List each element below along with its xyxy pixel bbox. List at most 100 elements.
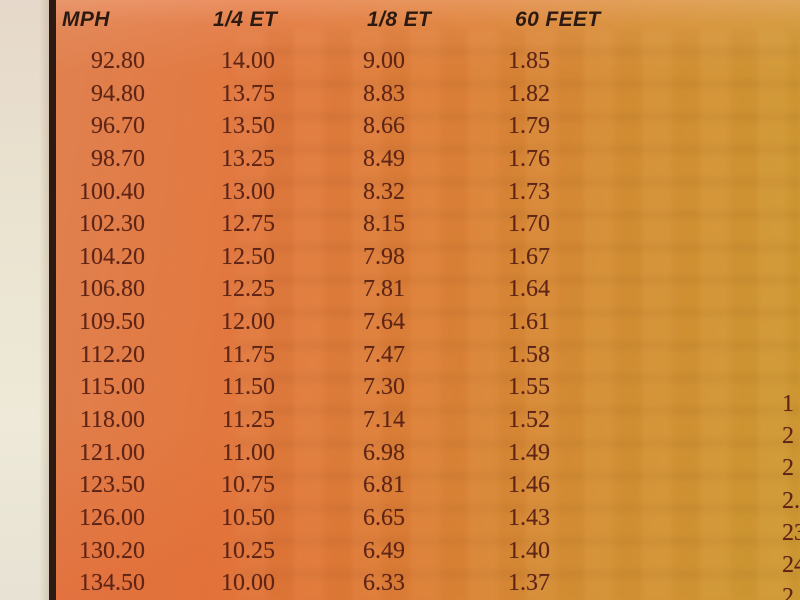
table-cell-mph: 94.80 <box>91 80 145 107</box>
table-cell-sixty-feet: 1.64 <box>508 276 550 303</box>
table-body: 92.80 14.00 9.00 1.85 94.80 13.75 8.83 1.82 96.7… <box>56 45 800 600</box>
table-cell-mph: 109.50 <box>79 309 145 336</box>
table-cell-sixty-feet: 1.37 <box>508 570 550 597</box>
column-header-sixty-feet: 60 FEET <box>515 8 601 31</box>
table-cell-sixty-feet: 1.79 <box>508 113 550 140</box>
table-cell-quarter-et: 13.75 <box>221 80 275 107</box>
table-cell-sixty-feet: 1.55 <box>508 374 550 401</box>
edge-fragment: 2. <box>782 488 800 514</box>
edge-fragment: 23 <box>782 520 800 546</box>
table-cell-eighth-et: 6.81 <box>363 472 405 499</box>
table-row: 134.50 10.00 6.33 1.37 <box>56 567 800 600</box>
page-bleedthrough-texture <box>236 30 800 600</box>
table-cell-sixty-feet: 1.52 <box>508 407 550 434</box>
panel-border-rule <box>49 0 56 600</box>
table-row: 130.20 10.25 6.49 1.40 <box>56 535 800 568</box>
table-cell-mph: 123.50 <box>79 472 145 499</box>
table-cell-sixty-feet: 1.85 <box>508 48 550 74</box>
edge-fragment: 2 <box>782 423 794 449</box>
table-row: 112.20 11.75 7.47 1.58 <box>56 339 800 372</box>
table-cell-mph: 112.20 <box>79 341 145 368</box>
table-row: 115.00 11.50 7.30 1.55 <box>56 371 800 404</box>
table-row: 106.80 12.25 7.81 1.64 <box>56 273 800 306</box>
column-header-eighth-et: 1/8 ET <box>367 8 432 31</box>
edge-fragment: 24 <box>782 552 800 578</box>
table-cell-mph: 121.00 <box>79 439 145 466</box>
table-cell-eighth-et: 6.33 <box>363 570 405 597</box>
table-cell-mph: 134.50 <box>79 570 145 597</box>
table-cell-mph: 126.00 <box>79 504 145 531</box>
table-cell-sixty-feet: 1.73 <box>508 178 550 205</box>
edge-fragment: 1 <box>782 391 794 417</box>
table-cell-eighth-et: 9.00 <box>363 48 405 74</box>
table-cell-mph: 115.00 <box>79 374 145 401</box>
table-cell-eighth-et: 8.15 <box>363 211 405 238</box>
table-cell-mph: 104.20 <box>79 243 145 270</box>
table-cell-sixty-feet: 1.46 <box>508 472 550 499</box>
table-cell-quarter-et: 12.00 <box>221 309 275 336</box>
table-row: 92.80 14.00 9.00 1.85 <box>56 45 800 78</box>
table-cell-quarter-et: 11.25 <box>221 407 275 434</box>
table-cell-quarter-et: 11.50 <box>221 374 275 401</box>
table-cell-sixty-feet: 1.76 <box>508 145 550 172</box>
table-cell-quarter-et: 12.50 <box>221 243 275 270</box>
table-cell-eighth-et: 8.32 <box>363 178 405 205</box>
column-header-mph: MPH <box>62 8 110 31</box>
table-cell-eighth-et: 6.65 <box>363 504 405 531</box>
table-cell-eighth-et: 7.81 <box>363 276 405 303</box>
table-cell-eighth-et: 6.98 <box>363 439 405 466</box>
table-cell-quarter-et: 10.50 <box>221 504 275 531</box>
table-cell-mph: 106.80 <box>79 276 145 303</box>
table-cell-eighth-et: 7.64 <box>363 309 405 336</box>
table-cell-quarter-et: 10.00 <box>221 570 275 597</box>
table-row: 104.20 12.50 7.98 1.67 <box>56 241 800 274</box>
page-left-margin <box>0 0 49 600</box>
conversion-table-panel: MPH 1/4 ET 1/8 ET 60 FEET 92.80 14.00 9.00… <box>56 0 800 600</box>
table-cell-sixty-feet: 1.67 <box>508 243 550 270</box>
table-header-row: MPH 1/4 ET 1/8 ET 60 FEET <box>56 6 800 36</box>
table-cell-eighth-et: 6.49 <box>363 537 405 564</box>
table-cell-eighth-et: 7.47 <box>363 341 405 368</box>
table-cell-sixty-feet: 1.40 <box>508 537 550 564</box>
table-cell-eighth-et: 8.66 <box>363 113 405 140</box>
edge-fragment: 2 <box>782 455 794 481</box>
table-cell-sixty-feet: 1.82 <box>508 80 550 107</box>
table-row: 118.00 11.25 7.14 1.52 <box>56 404 800 437</box>
table-cell-sixty-feet: 1.49 <box>508 439 550 466</box>
table-cell-eighth-et: 8.49 <box>363 145 405 172</box>
table-cell-eighth-et: 7.30 <box>363 374 405 401</box>
table-cell-mph: 118.00 <box>79 407 145 434</box>
table-cell-sixty-feet: 1.58 <box>508 341 550 368</box>
column-header-quarter-et: 1/4 ET <box>213 8 278 31</box>
table-cell-sixty-feet: 1.70 <box>508 211 550 238</box>
table-row: 96.70 13.50 8.66 1.79 <box>56 110 800 143</box>
table-cell-quarter-et: 11.00 <box>221 439 275 466</box>
table-cell-quarter-et: 12.75 <box>221 211 275 238</box>
table-cell-eighth-et: 8.83 <box>363 80 405 107</box>
table-cell-mph: 96.70 <box>91 113 145 140</box>
table-cell-mph: 92.80 <box>91 48 145 74</box>
table-cell-quarter-et: 13.25 <box>221 145 275 172</box>
table-cell-eighth-et: 7.98 <box>363 243 405 270</box>
table-cell-mph: 130.20 <box>79 537 145 564</box>
table-cell-quarter-et: 10.25 <box>221 537 275 564</box>
table-cell-quarter-et: 13.00 <box>221 178 275 205</box>
right-edge-fragments: 1 2 2 2. 23 24 2 <box>56 0 800 600</box>
table-cell-sixty-feet: 1.61 <box>508 309 550 336</box>
table-cell-mph: 98.70 <box>91 145 145 172</box>
table-row: 98.70 13.25 8.49 1.76 <box>56 143 800 176</box>
table-cell-quarter-et: 10.75 <box>221 472 275 499</box>
table-row: 102.30 12.75 8.15 1.70 <box>56 208 800 241</box>
table-row: 100.40 13.00 8.32 1.73 <box>56 176 800 209</box>
table-cell-quarter-et: 12.25 <box>221 276 275 303</box>
table-cell-sixty-feet: 1.43 <box>508 504 550 531</box>
table-row: 109.50 12.00 7.64 1.61 <box>56 306 800 339</box>
table-cell-mph: 100.40 <box>79 178 145 205</box>
table-cell-mph: 102.30 <box>79 211 145 238</box>
edge-fragment: 2 <box>782 584 794 600</box>
table-row: 94.80 13.75 8.83 1.82 <box>56 78 800 111</box>
table-row: 126.00 10.50 6.65 1.43 <box>56 502 800 535</box>
table-cell-quarter-et: 13.50 <box>221 113 275 140</box>
table-row: 123.50 10.75 6.81 1.46 <box>56 469 800 502</box>
